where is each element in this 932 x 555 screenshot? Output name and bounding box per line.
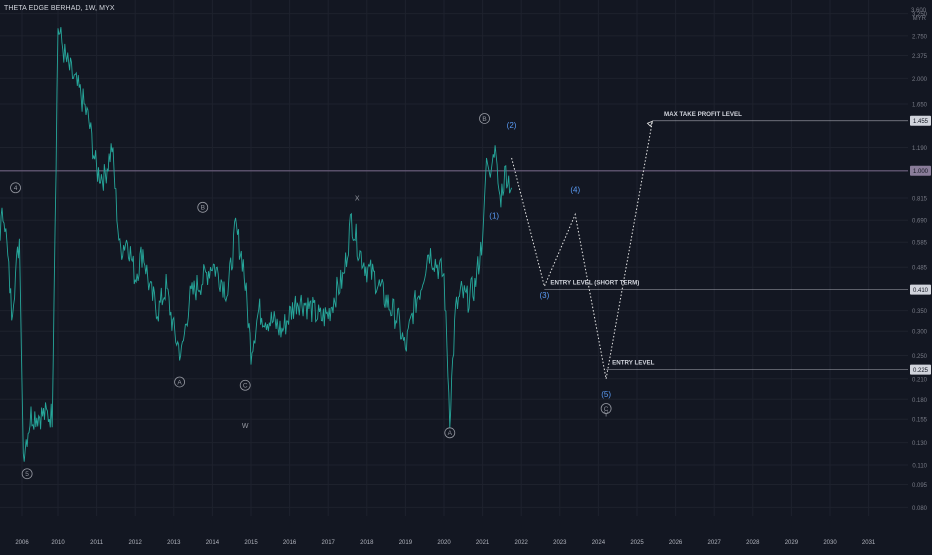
wave-number-label: (5) <box>601 390 611 399</box>
wave-circle-label: C <box>604 406 609 413</box>
wave-circle-label: 5 <box>25 471 29 478</box>
wave-number-label: (3) <box>539 291 549 300</box>
y-tick-label: 1.190 <box>912 146 928 152</box>
wave-circle-marker <box>197 201 209 213</box>
wave-label: W <box>242 423 249 430</box>
wave-circle-marker <box>479 113 490 124</box>
y-tick-label: 0.585 <box>912 241 928 247</box>
y-tick-label: 0.095 <box>912 483 928 489</box>
wave-circle-label: 4 <box>14 185 18 192</box>
x-tick-label: 2006 <box>15 540 29 546</box>
wave-circle-marker <box>10 182 21 194</box>
y-tick-label: 0.690 <box>912 219 928 225</box>
x-tick-label: 2022 <box>515 540 529 546</box>
x-tick-label: 2013 <box>167 540 181 546</box>
x-tick-label: 2012 <box>129 540 143 546</box>
wave-circle-label: B <box>482 116 486 123</box>
y-tick-label: 0.080 <box>912 506 928 512</box>
wave-label: X <box>355 195 360 202</box>
wave-label: Y <box>604 412 609 419</box>
level-label: ENTRY LEVEL (SHORT TERM) <box>550 280 639 287</box>
wave-circle-marker <box>174 376 185 388</box>
x-tick-label: 2016 <box>283 540 297 546</box>
y-tick-label: 0.130 <box>912 441 928 447</box>
x-tick-label: 2028 <box>746 540 760 546</box>
x-tick-label: 2024 <box>592 540 606 546</box>
price-tag <box>910 364 931 375</box>
x-tick-label: 2019 <box>399 540 413 546</box>
wave-circle-label: A <box>448 430 453 437</box>
wave-circle-marker <box>21 468 33 480</box>
x-tick-label: 2026 <box>669 540 683 546</box>
x-tick-label: 2029 <box>785 540 799 546</box>
x-tick-label: 2025 <box>630 540 644 546</box>
wave-circle-label: C <box>243 383 248 390</box>
time-axis-bg <box>0 516 932 550</box>
price-tag-label: 1.000 <box>913 169 929 175</box>
projection-path <box>511 121 653 379</box>
x-tick-label: 2011 <box>90 540 104 546</box>
currency-top-price: 3.600 <box>910 8 926 14</box>
price-axis-bg <box>908 0 932 550</box>
y-tick-label: 0.210 <box>912 377 928 383</box>
x-tick-label: 2021 <box>476 540 490 546</box>
x-tick-label: 2018 <box>360 540 374 546</box>
wave-number-label: (2) <box>507 121 517 130</box>
y-tick-label: 2.750 <box>912 34 928 40</box>
wave-circle-label: A <box>177 379 182 386</box>
y-tick-label: 2.000 <box>912 77 928 83</box>
price-tag <box>910 165 931 176</box>
x-tick-label: 2010 <box>51 540 65 546</box>
wave-circle-marker <box>444 427 456 439</box>
y-tick-label: 2.375 <box>912 54 928 60</box>
currency-unit: MYR <box>912 16 926 22</box>
y-tick-label: 0.110 <box>912 463 927 469</box>
x-tick-label: 2015 <box>244 540 258 546</box>
y-tick-label: 0.300 <box>912 330 928 336</box>
price-tag <box>910 284 931 295</box>
x-tick-label: 2031 <box>862 540 876 546</box>
y-tick-label: 0.815 <box>912 197 928 203</box>
wave-number-label: (1) <box>489 211 499 220</box>
y-tick-label: 0.485 <box>912 266 928 272</box>
projection-arrowhead <box>646 120 654 127</box>
x-tick-label: 2027 <box>708 540 722 546</box>
level-label: MAX TAKE PROFIT LEVEL <box>664 111 742 118</box>
y-tick-label: 0.180 <box>912 398 928 404</box>
x-tick-label: 2017 <box>322 540 336 546</box>
level-label: ENTRY LEVEL <box>612 360 655 367</box>
price-tag-label: 0.225 <box>913 368 929 374</box>
price-tag-label: 1.455 <box>913 119 929 125</box>
y-tick-label: 0.155 <box>912 418 928 424</box>
symbol-title: THETA EDGE BERHAD, 1W, MYX <box>4 5 115 12</box>
y-tick-label: 1.650 <box>912 102 928 108</box>
price-series-line <box>0 27 513 462</box>
x-tick-label: 2020 <box>437 540 451 546</box>
x-tick-label: 2030 <box>823 540 837 546</box>
wave-circle-label: B <box>201 205 205 212</box>
wave-number-label: (4) <box>570 185 580 194</box>
currency-label: 3.600 MYR <box>911 7 926 23</box>
price-tag <box>910 115 931 126</box>
y-tick-label: 0.350 <box>912 309 928 315</box>
wave-circle-marker <box>239 379 251 391</box>
y-tick-label: 3.250 <box>912 12 928 18</box>
y-tick-label: 0.250 <box>912 354 928 360</box>
price-tag-label: 0.410 <box>913 288 929 294</box>
wave-circle-marker <box>600 403 612 414</box>
x-tick-label: 2014 <box>206 540 220 546</box>
x-tick-label: 2023 <box>553 540 567 546</box>
